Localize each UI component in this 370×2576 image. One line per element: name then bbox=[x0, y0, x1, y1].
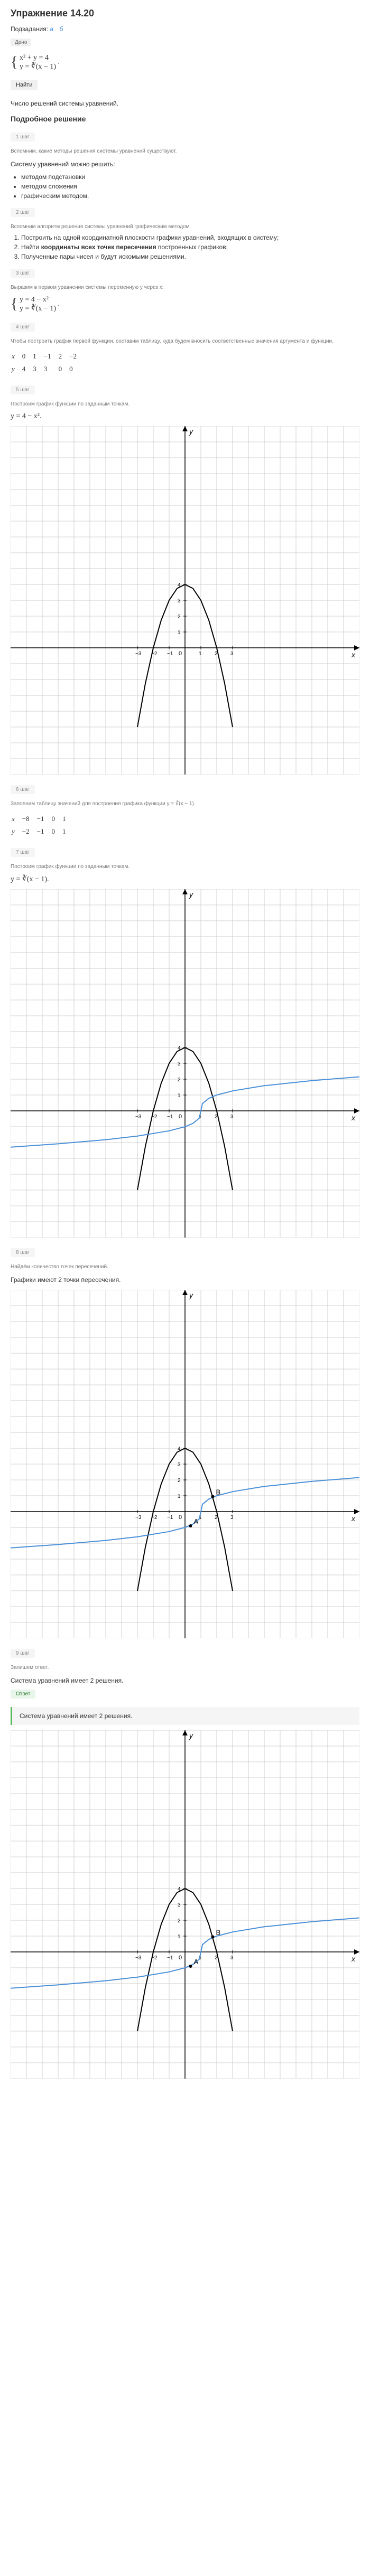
func2-label: y = ∛(x − 1). bbox=[11, 875, 359, 884]
svg-text:A: A bbox=[194, 1958, 199, 1966]
svg-text:x: x bbox=[351, 1114, 356, 1122]
table-row: x 01−12−2 bbox=[12, 351, 83, 362]
svg-text:1: 1 bbox=[178, 1934, 181, 1940]
svg-text:2: 2 bbox=[178, 1918, 181, 1924]
step1-intro: Вспомним, какие методы решения системы у… bbox=[11, 148, 359, 155]
svg-text:−3: −3 bbox=[135, 1515, 142, 1521]
system-equations: { x² + y = 4 y = ∛(x − 1) . bbox=[11, 54, 359, 71]
algo-item: Найти координаты всех точек пересечения … bbox=[21, 243, 359, 251]
svg-text:y: y bbox=[189, 890, 193, 899]
svg-text:−3: −3 bbox=[135, 1955, 142, 1961]
eq2: y = ∛(x − 1) bbox=[20, 62, 56, 71]
subtasks-label: Подзадания: bbox=[11, 25, 48, 33]
detail-heading: Подробное решение bbox=[11, 115, 359, 123]
step6-badge: 6 шаг bbox=[11, 785, 35, 794]
method-item: графическим методом. bbox=[21, 192, 359, 200]
svg-text:3: 3 bbox=[230, 651, 234, 657]
table-row: y −2−101 bbox=[12, 826, 72, 837]
svg-text:0: 0 bbox=[179, 1114, 182, 1120]
svg-text:−1: −1 bbox=[167, 1515, 173, 1521]
svg-text:x: x bbox=[351, 1514, 356, 1523]
intersect-text: Графики имеют 2 точки пересечения. bbox=[11, 1275, 359, 1285]
graph2: xy0−3−2−11231234 bbox=[11, 889, 359, 1238]
step4-text: Чтобы построить график первой функции, с… bbox=[11, 338, 359, 345]
step5-text: Построим график функции по заданным точк… bbox=[11, 401, 359, 408]
eq1: x² + y = 4 bbox=[20, 54, 56, 62]
svg-text:x: x bbox=[351, 1955, 356, 1963]
svg-text:3: 3 bbox=[178, 1462, 181, 1468]
step8-badge: 8 шаг bbox=[11, 1248, 35, 1257]
svg-text:y: y bbox=[189, 1291, 193, 1299]
svg-text:1: 1 bbox=[178, 630, 181, 636]
subtask-link-b[interactable]: б bbox=[59, 25, 63, 33]
algo-item: Построить на одной координатной плоскост… bbox=[21, 234, 359, 241]
conclusion: Система уравнений имеет 2 решения. bbox=[11, 1676, 359, 1685]
step6-text: Заполним таблицу значений для построения… bbox=[11, 800, 359, 808]
svg-text:y: y bbox=[189, 1731, 193, 1740]
find-button: Найти bbox=[11, 80, 38, 90]
method-item: методом подстановки bbox=[21, 173, 359, 181]
svg-text:x: x bbox=[351, 650, 356, 659]
step7-text: Построим график функции по заданным точк… bbox=[11, 863, 359, 871]
step1-badge: 1 шаг bbox=[11, 133, 35, 141]
svg-text:3: 3 bbox=[230, 1955, 234, 1961]
given-badge: Дано bbox=[11, 39, 31, 46]
graph1: xy0−3−2−11231234 bbox=[11, 426, 359, 775]
step3-text: Выразим в первом уравнении системы перем… bbox=[11, 284, 359, 291]
step7-badge: 7 шаг bbox=[11, 848, 35, 857]
svg-text:2: 2 bbox=[178, 1478, 181, 1484]
express-eq1: y = 4 − x² bbox=[20, 296, 56, 304]
find-text: Число решений системы уравнений. bbox=[11, 99, 359, 108]
methods-list: методом подстановки методом сложения гра… bbox=[21, 173, 359, 200]
subtasks-row: Подзадания: а б bbox=[11, 25, 359, 33]
svg-text:0: 0 bbox=[179, 1955, 182, 1961]
svg-text:y: y bbox=[189, 427, 193, 436]
svg-text:−3: −3 bbox=[135, 651, 142, 657]
method-item: методом сложения bbox=[21, 183, 359, 190]
algo-item: Полученные пары чисел и будут искомыми р… bbox=[21, 253, 359, 260]
page-title: Упражнение 14.20 bbox=[11, 8, 359, 19]
svg-text:−3: −3 bbox=[135, 1114, 142, 1120]
algo-list: Построить на одной координатной плоскост… bbox=[21, 234, 359, 260]
answer-badge: Ответ bbox=[11, 1690, 35, 1699]
table2: x −8−101 y −2−101 bbox=[11, 812, 73, 838]
express-eq2: y = ∛(x − 1) bbox=[20, 304, 56, 313]
svg-text:−1: −1 bbox=[167, 651, 173, 657]
svg-text:1: 1 bbox=[178, 1494, 181, 1499]
step4-badge: 4 шаг bbox=[11, 323, 35, 332]
step8-text: Найдём количество точек пересечений. bbox=[11, 1263, 359, 1271]
table1: x 01−12−2 y 43300 bbox=[11, 350, 84, 376]
svg-text:1: 1 bbox=[178, 1093, 181, 1099]
svg-text:3: 3 bbox=[230, 1515, 234, 1521]
step2-intro: Вспомним алгоритм решения системы уравне… bbox=[11, 223, 359, 231]
graph3: xy0−3−2−11231234AB bbox=[11, 1290, 359, 1638]
express-system: { y = 4 − x² y = ∛(x − 1) . bbox=[11, 296, 359, 313]
step5-badge: 5 шаг bbox=[11, 385, 35, 394]
svg-text:3: 3 bbox=[178, 1902, 181, 1908]
answer-box: Система уравнений имеет 2 решения. bbox=[11, 1707, 359, 1725]
svg-text:A: A bbox=[194, 1517, 199, 1525]
svg-text:1: 1 bbox=[199, 651, 202, 657]
subtask-link-a[interactable]: а bbox=[50, 25, 53, 33]
svg-text:0: 0 bbox=[179, 1514, 182, 1521]
func1-label: y = 4 − x². bbox=[11, 412, 359, 421]
table-row: y 43300 bbox=[12, 363, 83, 375]
table-row: x −8−101 bbox=[12, 813, 72, 825]
step2-badge: 2 шаг bbox=[11, 208, 35, 217]
svg-text:3: 3 bbox=[230, 1114, 234, 1120]
svg-text:B: B bbox=[216, 1488, 221, 1496]
svg-text:3: 3 bbox=[178, 1061, 181, 1067]
step3-badge: 3 шаг bbox=[11, 269, 35, 278]
step1-text: Систему уравнений можно решить: bbox=[11, 159, 359, 169]
svg-text:2: 2 bbox=[178, 614, 181, 620]
svg-text:2: 2 bbox=[178, 1077, 181, 1083]
svg-text:−1: −1 bbox=[167, 1955, 173, 1961]
step9-text: Запишем ответ. bbox=[11, 1664, 359, 1672]
step9-badge: 9 шаг bbox=[11, 1649, 35, 1658]
svg-text:−1: −1 bbox=[167, 1114, 173, 1120]
svg-text:B: B bbox=[216, 1929, 221, 1937]
svg-text:0: 0 bbox=[179, 650, 182, 657]
graph4: xy0−3−2−11231234AB bbox=[11, 1730, 359, 2079]
svg-text:3: 3 bbox=[178, 598, 181, 604]
